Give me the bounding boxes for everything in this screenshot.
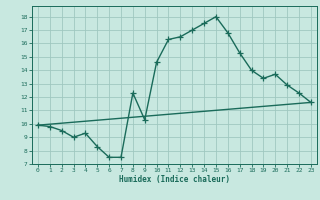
X-axis label: Humidex (Indice chaleur): Humidex (Indice chaleur) [119,175,230,184]
